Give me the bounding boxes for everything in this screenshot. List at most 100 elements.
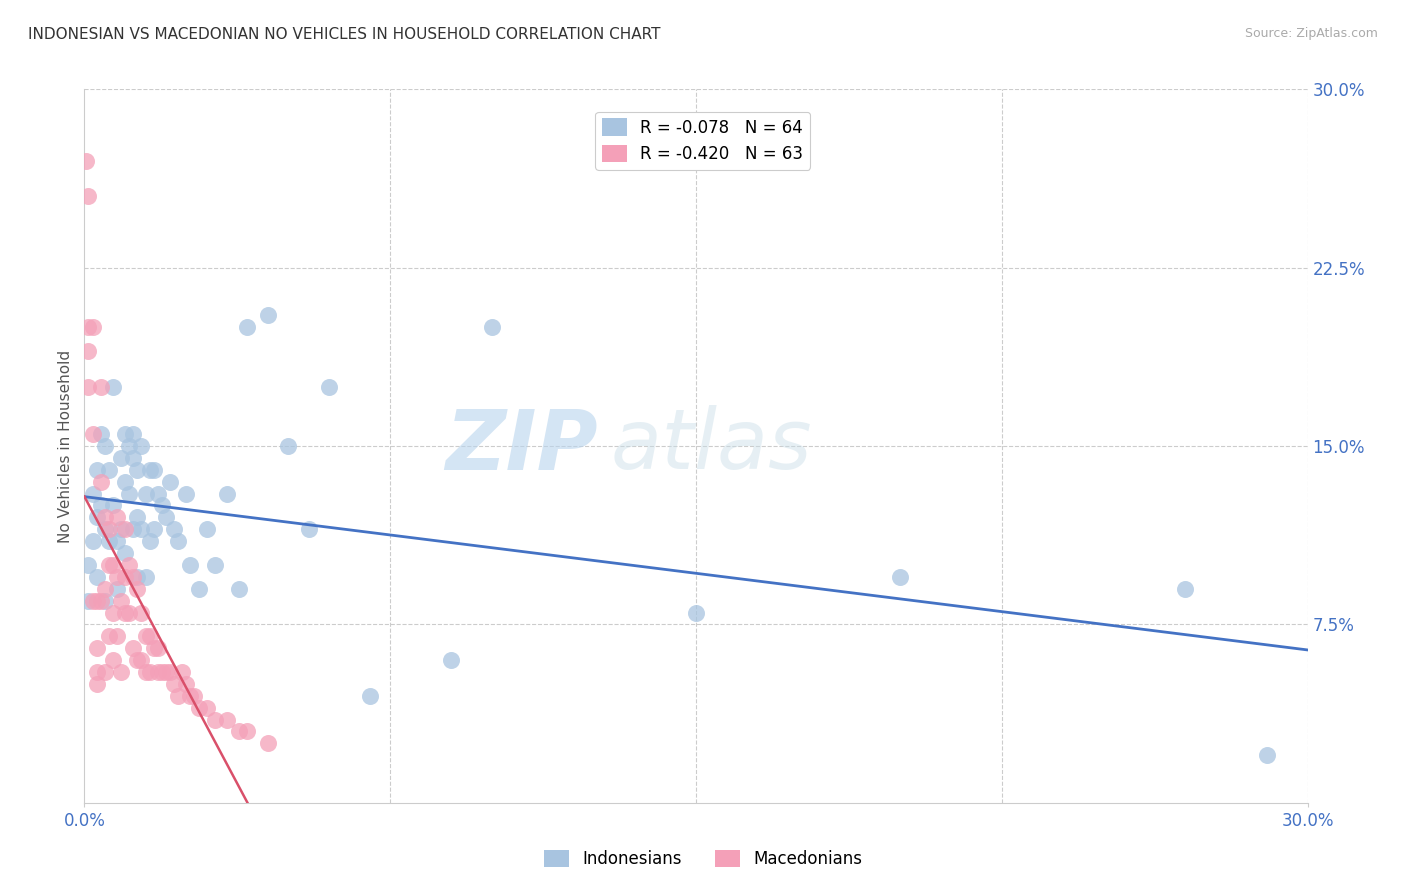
Point	[135, 629, 157, 643]
Point	[105, 534, 128, 549]
Legend: R = -0.078   N = 64, R = -0.420   N = 63: R = -0.078 N = 64, R = -0.420 N = 63	[595, 112, 810, 169]
Point	[90, 379, 112, 393]
Text: Source: ZipAtlas.com: Source: ZipAtlas.com	[1244, 27, 1378, 40]
Point	[110, 665, 132, 679]
Point	[97, 558, 120, 572]
Point	[159, 475, 181, 489]
Point	[77, 320, 100, 334]
Point	[131, 653, 153, 667]
Legend: Indonesians, Macedonians: Indonesians, Macedonians	[537, 843, 869, 875]
Point	[131, 439, 153, 453]
Point	[122, 450, 145, 465]
Point	[101, 558, 124, 572]
Point	[176, 677, 198, 691]
Point	[172, 665, 194, 679]
Point	[122, 427, 145, 442]
Point	[90, 475, 112, 489]
Point	[195, 522, 218, 536]
Point	[179, 689, 201, 703]
Point	[127, 653, 149, 667]
Point	[127, 463, 149, 477]
Point	[110, 593, 132, 607]
Point	[135, 665, 157, 679]
Point	[131, 522, 153, 536]
Point	[142, 641, 165, 656]
Point	[155, 665, 177, 679]
Point	[163, 677, 186, 691]
Point	[110, 522, 132, 536]
Point	[150, 499, 173, 513]
Point	[135, 486, 157, 500]
Point	[82, 593, 104, 607]
Point	[118, 439, 141, 453]
Point	[440, 653, 463, 667]
Text: INDONESIAN VS MACEDONIAN NO VEHICLES IN HOUSEHOLD CORRELATION CHART: INDONESIAN VS MACEDONIAN NO VEHICLES IN …	[28, 27, 661, 42]
Point	[77, 189, 100, 203]
Point	[138, 665, 160, 679]
Point	[176, 486, 198, 500]
Point	[167, 534, 190, 549]
Point	[146, 641, 169, 656]
Point	[183, 689, 205, 703]
Point	[114, 522, 136, 536]
Point	[101, 379, 124, 393]
Text: ZIP: ZIP	[446, 406, 598, 486]
Point	[138, 463, 160, 477]
Point	[122, 641, 145, 656]
Point	[228, 724, 250, 739]
Point	[114, 546, 136, 560]
Point	[97, 463, 120, 477]
Point	[1174, 582, 1197, 596]
Point	[217, 713, 239, 727]
Point	[86, 593, 108, 607]
Point	[86, 665, 108, 679]
Point	[105, 629, 128, 643]
Point	[114, 606, 136, 620]
Point	[138, 629, 160, 643]
Point	[101, 499, 124, 513]
Point	[105, 510, 128, 524]
Point	[187, 700, 209, 714]
Point	[163, 522, 186, 536]
Point	[1256, 748, 1278, 763]
Point	[93, 439, 117, 453]
Point	[105, 570, 128, 584]
Point	[101, 606, 124, 620]
Point	[127, 582, 149, 596]
Point	[277, 439, 299, 453]
Point	[114, 427, 136, 442]
Point	[97, 534, 120, 549]
Point	[138, 534, 160, 549]
Point	[77, 379, 100, 393]
Point	[228, 582, 250, 596]
Point	[82, 534, 104, 549]
Point	[86, 570, 108, 584]
Point	[179, 558, 201, 572]
Y-axis label: No Vehicles in Household: No Vehicles in Household	[58, 350, 73, 542]
Point	[481, 320, 503, 334]
Point	[187, 582, 209, 596]
Point	[257, 736, 280, 750]
Point	[93, 522, 117, 536]
Point	[86, 641, 108, 656]
Point	[122, 570, 145, 584]
Point	[236, 724, 259, 739]
Point	[118, 558, 141, 572]
Point	[90, 427, 112, 442]
Point	[204, 558, 226, 572]
Point	[359, 689, 381, 703]
Point	[142, 522, 165, 536]
Point	[77, 343, 100, 358]
Point	[82, 320, 104, 334]
Point	[114, 570, 136, 584]
Point	[82, 427, 104, 442]
Point	[257, 308, 280, 322]
Point	[97, 522, 120, 536]
Point	[127, 510, 149, 524]
Point	[110, 450, 132, 465]
Point	[93, 665, 117, 679]
Point	[105, 582, 128, 596]
Point	[159, 665, 181, 679]
Point	[204, 713, 226, 727]
Text: atlas: atlas	[610, 406, 813, 486]
